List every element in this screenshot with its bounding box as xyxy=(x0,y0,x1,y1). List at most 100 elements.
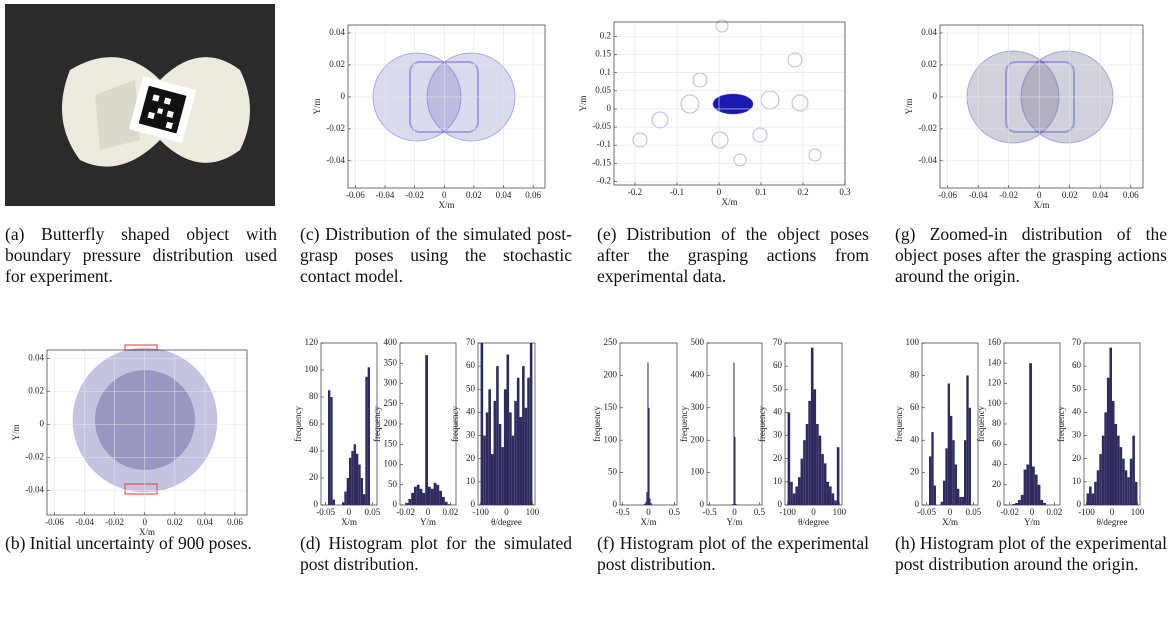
y-tick-label: 20 xyxy=(992,479,1002,489)
y-tick-label: -0.2 xyxy=(597,175,611,185)
y-tick-label: 0.02 xyxy=(329,59,345,69)
histogram-bar xyxy=(439,490,442,505)
histogram-bar xyxy=(358,464,361,505)
y-tick-label: 0 xyxy=(40,418,45,428)
y-tick-label: 80 xyxy=(309,391,319,401)
caption: (g) Zoomed-in distribution of the object… xyxy=(895,224,1167,286)
histogram-bar xyxy=(968,407,971,505)
x-tick-label: 0.2 xyxy=(797,187,808,197)
y-tick-label: 30 xyxy=(1072,430,1082,440)
histogram-bar xyxy=(649,498,651,505)
histogram-bar xyxy=(506,354,510,505)
histogram-bar xyxy=(488,389,491,505)
x-tick-label: 0 xyxy=(142,517,147,527)
y-tick-label: 60 xyxy=(309,418,319,428)
histogram-bar xyxy=(419,488,423,505)
histogram-bar xyxy=(351,451,354,505)
x-tick-label: 0.04 xyxy=(496,190,512,200)
histogram-bar xyxy=(503,389,507,505)
object-face xyxy=(95,80,140,150)
x-tick-label: 0 xyxy=(442,190,447,200)
histogram-bar xyxy=(436,484,440,505)
histogram-bar xyxy=(360,478,363,505)
histogram-bar xyxy=(945,448,948,505)
histogram-bar xyxy=(1091,493,1095,505)
histogram-bar xyxy=(1032,466,1035,505)
histogram-bar xyxy=(644,503,646,505)
histogram-bar xyxy=(648,407,650,505)
y-tick-label: 10 xyxy=(1072,476,1082,486)
histogram-bar xyxy=(805,424,809,505)
histogram-bar xyxy=(444,501,448,505)
x-tick-label: -0.05 xyxy=(316,507,335,517)
y-tick-label: 0 xyxy=(933,91,938,101)
y-axis-label: Y/m xyxy=(312,98,322,114)
x-tick-label: 0.06 xyxy=(525,190,541,200)
histogram-bar xyxy=(834,500,837,505)
histogram-bar xyxy=(328,390,331,505)
histogram-bar xyxy=(363,494,366,505)
histogram-bar xyxy=(961,496,964,505)
y-tick-label: 50 xyxy=(1072,383,1082,393)
histogram-bar xyxy=(643,504,645,505)
y-tick-label: 50 xyxy=(608,467,618,477)
histogram-bar xyxy=(330,397,333,505)
histogram-bar xyxy=(1106,377,1110,505)
histogram-bar xyxy=(509,412,512,505)
caption: (a) Butterfly shaped object with boundar… xyxy=(5,224,277,286)
x-tick-label: 0.02 xyxy=(167,517,183,527)
y-tick-label: 100 xyxy=(691,467,705,477)
y-tick-label: 200 xyxy=(604,369,618,379)
histogram-bar xyxy=(1109,347,1112,505)
y-tick-label: -0.15 xyxy=(592,157,611,167)
histogram-bar xyxy=(735,504,737,505)
histogram-bar xyxy=(527,377,530,505)
y-tick-label: 0.04 xyxy=(921,27,937,37)
y-tick-label: 500 xyxy=(691,337,705,347)
histogram-bar xyxy=(1020,494,1024,505)
histogram-bar xyxy=(950,415,953,505)
y-tick-label: 140 xyxy=(988,357,1002,367)
histogram-bar xyxy=(1094,481,1097,505)
x-tick-label: 0 xyxy=(1030,507,1035,517)
y-tick-label: 70 xyxy=(466,337,476,347)
caption: (d) Histogram plot for the simulated pos… xyxy=(300,533,572,574)
histogram-bar xyxy=(422,492,426,505)
x-axis-label: X/m xyxy=(640,517,656,527)
y-tick-label: 20 xyxy=(309,472,319,482)
plot-frame xyxy=(46,349,248,516)
y-tick-label: -0.05 xyxy=(592,121,611,131)
y-tick-label: -0.04 xyxy=(326,155,345,165)
photo xyxy=(5,4,275,206)
x-tick-label: 0 xyxy=(948,507,953,517)
y-tick-label: 0.15 xyxy=(595,49,611,59)
histogram-bar xyxy=(1134,481,1138,505)
y-tick-label: 250 xyxy=(604,337,618,347)
y-axis-label: frequency xyxy=(592,406,602,442)
histogram-bar xyxy=(411,492,414,505)
y-tick-label: 0.04 xyxy=(329,27,345,37)
x-tick-label: 0.06 xyxy=(227,517,243,527)
y-tick-label: 60 xyxy=(910,402,920,412)
histogram-bar xyxy=(1104,412,1107,505)
histogram-bar xyxy=(1129,458,1133,505)
y-axis-label: frequency xyxy=(293,406,303,442)
histogram-bar xyxy=(836,447,840,505)
y-tick-label: 0 xyxy=(778,499,783,509)
y-tick-label: 150 xyxy=(604,402,618,412)
y-tick-label: 60 xyxy=(1072,360,1082,370)
histogram-bar xyxy=(349,457,352,505)
x-tick-label: -0.02 xyxy=(396,507,415,517)
histogram-bar xyxy=(514,400,517,505)
histogram-bar xyxy=(964,440,967,505)
y-tick-label: 100 xyxy=(988,398,1002,408)
x-tick-label: 0.1 xyxy=(755,187,766,197)
y-tick-label: 0 xyxy=(393,499,398,509)
histogram-bar xyxy=(414,486,417,505)
histogram-bar xyxy=(1026,464,1030,505)
histogram-bar xyxy=(496,366,499,505)
histogram-bar xyxy=(344,491,347,505)
plot-frame xyxy=(613,21,846,186)
y-tick-label: -0.02 xyxy=(25,451,44,461)
histogram-bar xyxy=(645,501,647,505)
